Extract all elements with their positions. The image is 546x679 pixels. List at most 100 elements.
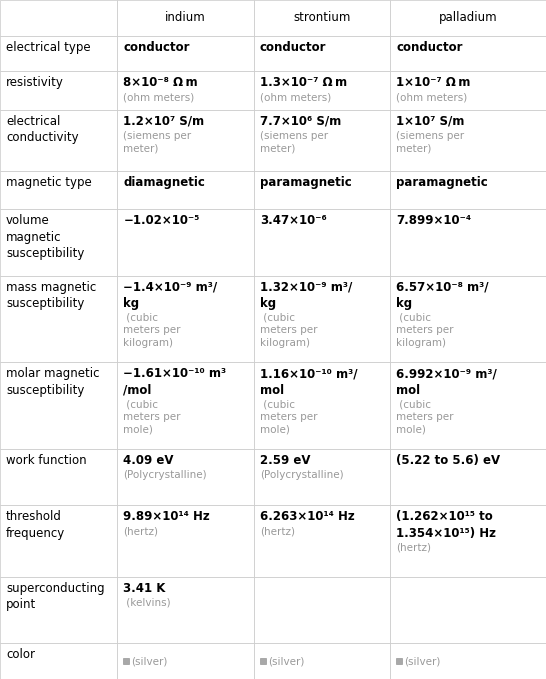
Bar [0,71,117,110]
Text: palladium: palladium [439,12,497,24]
Bar [254,171,390,209]
Text: (Polycrystalline): (Polycrystalline) [260,470,343,480]
Text: electrical
conductivity: electrical conductivity [6,115,79,144]
Text: electrical type: electrical type [6,41,91,54]
Text: 7.7×10⁶ S/m: 7.7×10⁶ S/m [260,115,341,128]
Bar [254,363,390,449]
Text: (kelvins): (kelvins) [123,598,171,608]
Text: 6.57×10⁻⁸ m³/
kg: 6.57×10⁻⁸ m³/ kg [396,280,489,310]
Bar [117,209,254,276]
Text: paramagnetic: paramagnetic [396,176,488,189]
Text: 1.3×10⁻⁷ Ω m: 1.3×10⁻⁷ Ω m [260,77,347,90]
Text: color: color [6,648,35,661]
Text: −1.61×10⁻¹⁰ m³
/mol: −1.61×10⁻¹⁰ m³ /mol [123,367,227,397]
Bar [0,209,117,276]
Text: conductor: conductor [396,41,463,54]
Bar [254,0,390,36]
Bar [0,171,117,209]
Bar [396,658,402,664]
Bar [117,577,254,643]
Text: 6.263×10¹⁴ Hz: 6.263×10¹⁴ Hz [260,511,355,524]
Bar [117,0,254,36]
Bar [0,577,117,643]
Bar [254,36,390,71]
Bar [390,0,546,36]
Bar [0,363,117,449]
Bar [390,71,546,110]
Text: (cubic
meters per
kilogram): (cubic meters per kilogram) [123,312,181,348]
Text: 9.89×10¹⁴ Hz: 9.89×10¹⁴ Hz [123,511,210,524]
Text: conductor: conductor [260,41,327,54]
Text: volume
magnetic
susceptibility: volume magnetic susceptibility [6,215,85,260]
Text: (siemens per
meter): (siemens per meter) [260,130,328,153]
Text: threshold
frequency: threshold frequency [6,511,66,540]
Text: 1.2×10⁷ S/m: 1.2×10⁷ S/m [123,115,205,128]
Text: work function: work function [6,454,87,467]
Bar [0,449,117,505]
Text: 6.992×10⁻⁹ m³/
mol: 6.992×10⁻⁹ m³/ mol [396,367,497,397]
Text: (siemens per
meter): (siemens per meter) [396,130,465,153]
Bar [0,505,117,577]
Bar [390,276,546,363]
Bar [254,276,390,363]
Text: superconducting
point: superconducting point [6,582,105,611]
Text: (ohm meters): (ohm meters) [260,92,331,103]
Text: −1.02×10⁻⁵: −1.02×10⁻⁵ [123,215,200,227]
Bar [117,363,254,449]
Bar [117,71,254,110]
Text: strontium: strontium [293,12,351,24]
Bar [117,36,254,71]
Bar [0,643,117,679]
Text: resistivity: resistivity [6,77,64,90]
Bar [254,505,390,577]
Bar [0,110,117,171]
Text: (cubic
meters per
kilogram): (cubic meters per kilogram) [396,312,454,348]
Text: (hertz): (hertz) [260,526,295,536]
Bar [390,363,546,449]
Text: mass magnetic
susceptibility: mass magnetic susceptibility [6,280,96,310]
Bar [254,449,390,505]
Bar [390,449,546,505]
Bar [390,171,546,209]
Text: (1.262×10¹⁵ to
1.354×10¹⁵) Hz: (1.262×10¹⁵ to 1.354×10¹⁵) Hz [396,511,496,540]
Bar [260,658,266,664]
Text: (Polycrystalline): (Polycrystalline) [123,470,207,480]
Bar [390,209,546,276]
Text: (hertz): (hertz) [123,526,158,536]
Text: (silver): (silver) [268,656,304,666]
Bar [254,209,390,276]
Text: (ohm meters): (ohm meters) [123,92,194,103]
Text: (5.22 to 5.6) eV: (5.22 to 5.6) eV [396,454,501,467]
Text: 7.899×10⁻⁴: 7.899×10⁻⁴ [396,215,472,227]
Text: (ohm meters): (ohm meters) [396,92,467,103]
Text: magnetic type: magnetic type [6,176,92,189]
Bar [123,658,129,664]
Bar [117,110,254,171]
Text: 3.41 K: 3.41 K [123,582,166,595]
Text: 1×10⁻⁷ Ω m: 1×10⁻⁷ Ω m [396,77,471,90]
Text: diamagnetic: diamagnetic [123,176,205,189]
Bar [390,110,546,171]
Text: (silver): (silver) [405,656,441,666]
Bar [254,71,390,110]
Bar [0,276,117,363]
Text: paramagnetic: paramagnetic [260,176,352,189]
Text: 3.47×10⁻⁶: 3.47×10⁻⁶ [260,215,327,227]
Bar [117,505,254,577]
Text: (silver): (silver) [132,656,168,666]
Bar [117,643,254,679]
Bar [390,643,546,679]
Text: 1.16×10⁻¹⁰ m³/
mol: 1.16×10⁻¹⁰ m³/ mol [260,367,358,397]
Text: 4.09 eV: 4.09 eV [123,454,174,467]
Bar [390,505,546,577]
Text: 2.59 eV: 2.59 eV [260,454,310,467]
Text: 1×10⁷ S/m: 1×10⁷ S/m [396,115,465,128]
Bar [254,110,390,171]
Bar [0,0,117,36]
Text: (hertz): (hertz) [396,543,431,552]
Bar [390,36,546,71]
Bar [117,171,254,209]
Text: (cubic
meters per
mole): (cubic meters per mole) [123,399,181,435]
Bar [117,276,254,363]
Bar [0,36,117,71]
